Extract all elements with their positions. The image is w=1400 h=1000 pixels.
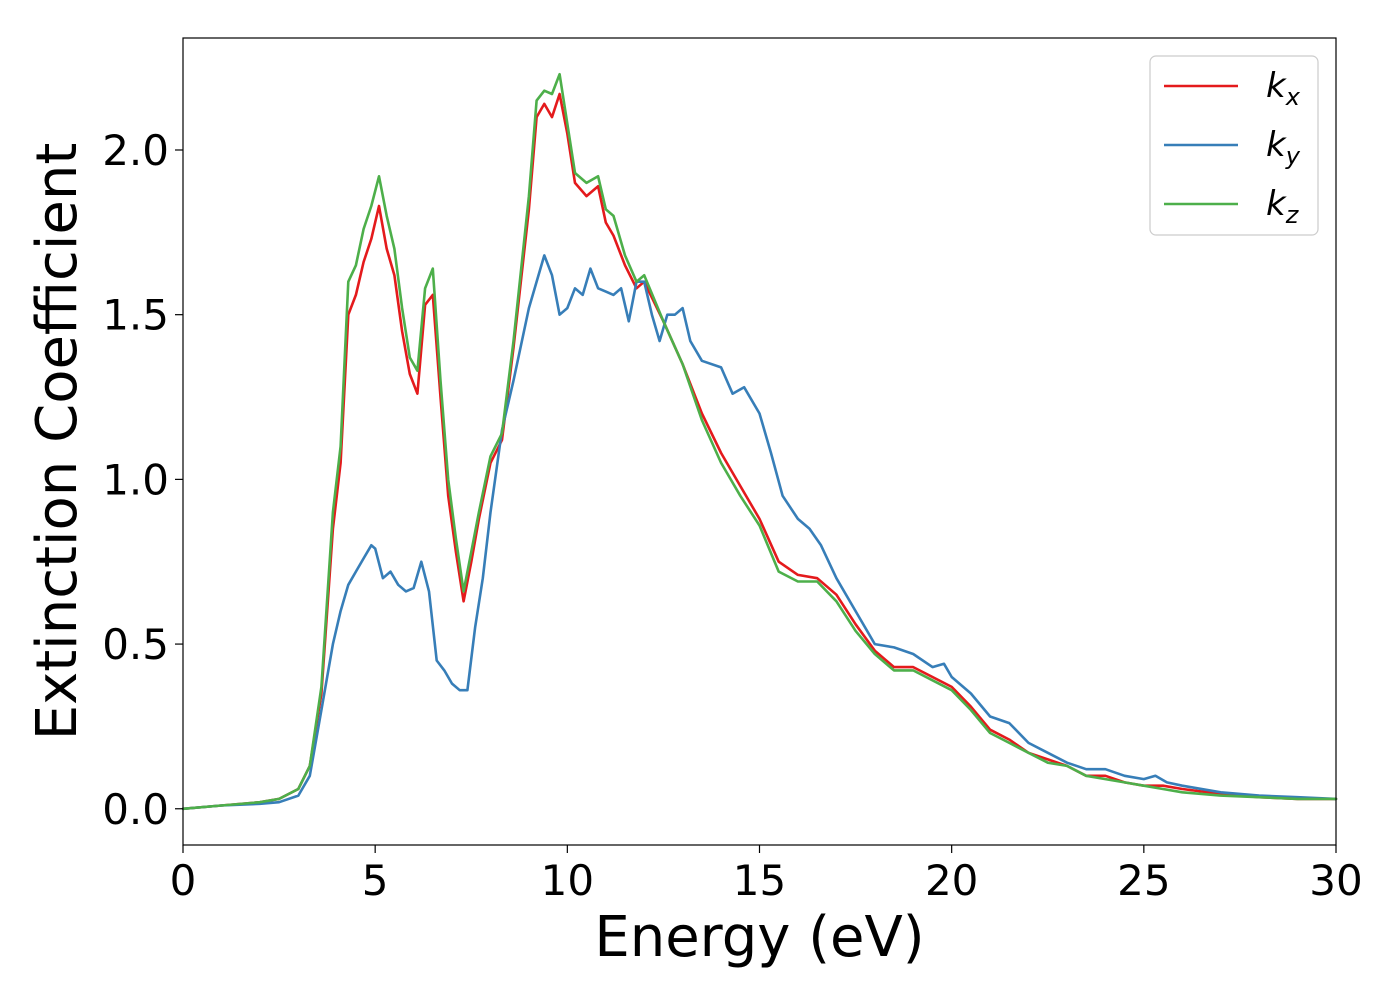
- legend-label-base: k: [1266, 125, 1287, 165]
- legend-label-subscript: x: [1285, 83, 1301, 111]
- legend-label-base: k: [1266, 184, 1287, 224]
- y-axis-label: Extinction Coefficient: [25, 143, 90, 741]
- legend-label-kx: kx: [1266, 66, 1301, 111]
- series-layer: [181, 72, 1338, 811]
- y-tick-label: 1.5: [102, 291, 169, 340]
- series-line-ky: [181, 254, 1338, 811]
- x-tick-label: 20: [925, 856, 978, 905]
- legend-label-base: k: [1266, 66, 1287, 106]
- x-tick-label: 10: [541, 856, 594, 905]
- y-tick-label: 0.5: [102, 620, 169, 669]
- x-axis-ticks: 0 5 10 15 20 25 30: [170, 845, 1363, 905]
- x-tick-label: 30: [1309, 856, 1362, 905]
- x-axis-label: Energy (eV): [594, 905, 924, 970]
- legend-label-kz: kz: [1266, 184, 1300, 229]
- x-tick-label: 25: [1117, 856, 1170, 905]
- legend-label-subscript: z: [1285, 201, 1300, 229]
- legend-label-subscript: y: [1285, 142, 1301, 170]
- y-axis-ticks: 0.0 0.5 1.0 1.5 2.0: [102, 126, 183, 834]
- y-tick-label: 2.0: [102, 126, 169, 175]
- y-tick-label: 0.0: [102, 785, 169, 834]
- series-line-kz: [181, 72, 1338, 811]
- series-line-kx: [181, 92, 1338, 811]
- x-tick-label: 0: [170, 856, 197, 905]
- legend-label-ky: ky: [1266, 125, 1301, 170]
- x-tick-label: 15: [733, 856, 786, 905]
- plot-background: [183, 38, 1336, 845]
- y-tick-label: 1.0: [102, 455, 169, 504]
- x-tick-label: 5: [362, 856, 389, 905]
